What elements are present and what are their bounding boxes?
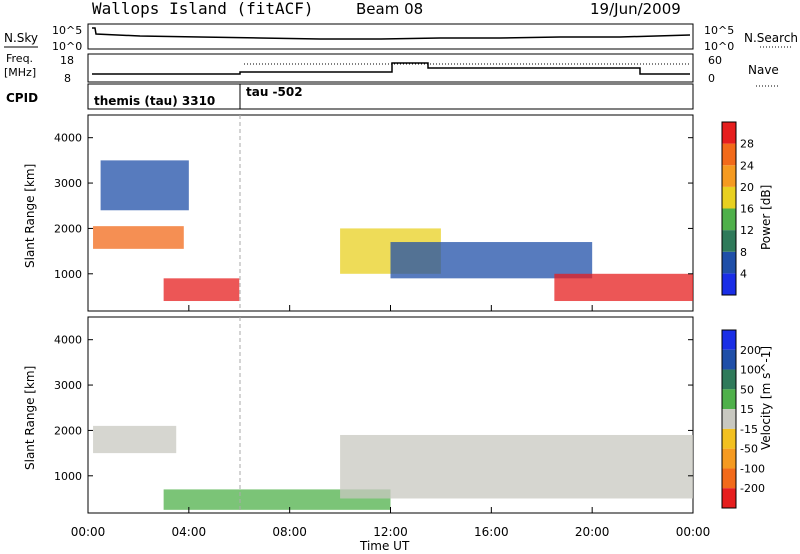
sky-left-tick-top: 10^5 (52, 24, 82, 37)
velocity-region-7 (163, 489, 391, 510)
x-tick-label: 12:00 (373, 525, 408, 539)
velocity-colorbar-swatch (722, 468, 736, 489)
freq-label-2: [MHz] (4, 66, 36, 79)
freq-left-tick-top: 18 (60, 54, 74, 67)
velocity-ytick-label: 2000 (54, 424, 82, 437)
velocity-colorbar-tick-label: -15 (740, 423, 758, 436)
sky-left-tick-bottom: 10^0 (52, 40, 82, 53)
power-colorbar-swatch (722, 186, 736, 209)
velocity-colorbar-swatch (722, 389, 736, 410)
power-colorbar-swatch (722, 122, 736, 144)
beam-title: Beam 08 (356, 0, 423, 18)
power-panel: Slant Range [km] 1000 2000 3000 4000 4 8 12 16… (23, 114, 773, 312)
velocity-colorbar-label: Velocity [m s^-1] (759, 346, 773, 450)
freq-panel-frame (87, 53, 694, 83)
velocity-region-8 (340, 434, 693, 499)
power-region-5 (554, 273, 693, 302)
sky-right-tick-top: 10^5 (704, 24, 734, 37)
velocity-colorbar-frame (721, 329, 737, 509)
velocity-region-6 (93, 425, 177, 454)
velocity-colorbar-tick-label: -50 (740, 443, 758, 456)
velocity-colorbar: 200 100 50 15 -15 -50 -100 -200 (721, 329, 765, 509)
velocity-yticks: 1000 2000 3000 4000 (54, 334, 693, 483)
velocity-colorbar-swatch (722, 448, 736, 469)
x-axis-ticks: 00:00 04:00 08:00 12:00 16:00 20:00 00:00 (71, 305, 711, 539)
power-ytick-label: 4000 (54, 132, 82, 145)
freq-right-tick-top: 60 (708, 54, 722, 67)
power-ytick-label: 3000 (54, 177, 82, 190)
power-colorbar-swatch (722, 208, 736, 231)
velocity-colorbar-tick-label: 100 (740, 364, 761, 377)
velocity-ylabel: Slant Range [km] (23, 366, 37, 470)
power-colorbar-label: Power [dB] (759, 185, 773, 250)
power-colorbar-tick-label: 12 (740, 224, 754, 237)
x-tick-label: 04:00 (172, 525, 207, 539)
freq-label-1: Freq. (6, 52, 33, 65)
velocity-ytick-label: 3000 (54, 379, 82, 392)
power-colorbar-tick-label: 24 (740, 159, 754, 172)
sky-line (92, 27, 691, 40)
velocity-colorbar-tick-label: 15 (740, 403, 754, 416)
power-ytick-label: 2000 (54, 222, 82, 235)
velocity-colorbar-tick-label: -200 (740, 482, 765, 495)
velocity-colorbar-swatch (722, 428, 736, 449)
power-colorbar-swatch (722, 251, 736, 274)
power-colorbar-swatch (722, 273, 736, 295)
x-tick-label: 00:00 (676, 525, 711, 539)
velocity-ytick-label: 4000 (54, 334, 82, 347)
velocity-colorbar-swatch (722, 349, 736, 370)
power-yticks: 1000 2000 3000 4000 (54, 132, 693, 281)
x-tick-label: 16:00 (474, 525, 509, 539)
velocity-colorbar-tick-label: 50 (740, 383, 754, 396)
power-colorbar-tick-label: 16 (740, 203, 754, 216)
x-tick-label: 20:00 (575, 525, 610, 539)
x-tick-label: 08:00 (272, 525, 307, 539)
velocity-panel: Slant Range [km] 1000 2000 3000 4000 200 100… (23, 316, 773, 514)
velocity-colorbar-swatch (722, 409, 736, 429)
x-tick-label: 00:00 (71, 525, 106, 539)
power-colorbar-frame (721, 121, 737, 296)
power-colorbar-tick-label: 28 (740, 138, 754, 151)
power-regions (93, 160, 693, 302)
power-ylabel: Slant Range [km] (23, 164, 37, 268)
power-region-0 (93, 226, 184, 249)
power-colorbar-tick-label: 4 (740, 267, 747, 280)
power-colorbar-swatch (722, 230, 736, 252)
power-colorbar-swatch (722, 165, 736, 187)
x-axis-label: Time UT (359, 539, 410, 553)
velocity-colorbar-swatch (722, 330, 736, 350)
date-title: 19/Jun/2009 (590, 0, 681, 18)
velocity-colorbar-swatch (722, 369, 736, 390)
nave-label: Nave (748, 63, 779, 77)
power-colorbar: 4 8 12 16 20 24 28 (721, 121, 754, 296)
velocity-colorbar-swatch (722, 488, 736, 508)
sky-right-label: N.Search (744, 31, 798, 45)
velocity-regions (93, 425, 693, 510)
cpid-panel-frame (87, 83, 694, 110)
velocity-colorbar-tick-label: 200 (740, 344, 761, 357)
freq-right-tick-bottom: 0 (708, 72, 715, 85)
power-colorbar-swatch (722, 143, 736, 166)
velocity-ytick-label: 1000 (54, 470, 82, 483)
sky-panel-frame (87, 23, 694, 50)
sky-right-tick-bottom: 10^0 (704, 40, 734, 53)
power-colorbar-tick-label: 20 (740, 181, 754, 194)
site-title: Wallops Island (fitACF) (92, 0, 314, 18)
freq-line (92, 62, 690, 75)
power-region-2 (100, 160, 189, 211)
power-colorbar-tick-label: 8 (740, 246, 747, 259)
cpid-segment-1: themis (tau) 3310 (94, 94, 215, 108)
cpid-segment-2: tau -502 (246, 85, 303, 99)
power-ytick-label: 1000 (54, 268, 82, 281)
freq-left-tick-bottom: 8 (64, 72, 71, 85)
power-region-1 (163, 278, 240, 302)
velocity-colorbar-tick-label: -100 (740, 462, 765, 475)
cpid-label: CPID (6, 91, 38, 105)
power-region-4 (390, 242, 593, 279)
sky-left-label: N.Sky (4, 31, 38, 45)
